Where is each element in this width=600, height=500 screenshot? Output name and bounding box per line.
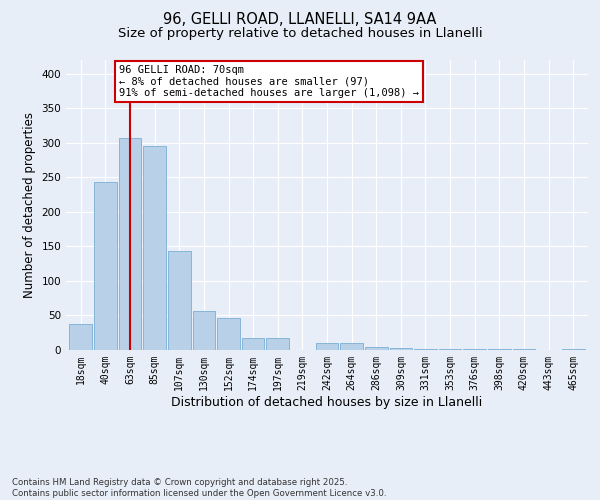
Bar — [242, 338, 265, 350]
Bar — [143, 146, 166, 350]
Bar — [562, 348, 584, 350]
Bar — [316, 343, 338, 350]
Y-axis label: Number of detached properties: Number of detached properties — [23, 112, 36, 298]
Bar — [266, 338, 289, 350]
Bar — [168, 252, 191, 350]
Bar — [439, 348, 461, 350]
Bar — [488, 348, 511, 350]
Text: Size of property relative to detached houses in Llanelli: Size of property relative to detached ho… — [118, 28, 482, 40]
Text: 96, GELLI ROAD, LLANELLI, SA14 9AA: 96, GELLI ROAD, LLANELLI, SA14 9AA — [163, 12, 437, 28]
Bar — [94, 182, 117, 350]
Bar — [217, 318, 240, 350]
Bar — [340, 343, 363, 350]
Text: 96 GELLI ROAD: 70sqm
← 8% of detached houses are smaller (97)
91% of semi-detach: 96 GELLI ROAD: 70sqm ← 8% of detached ho… — [119, 65, 419, 98]
Bar — [414, 348, 437, 350]
X-axis label: Distribution of detached houses by size in Llanelli: Distribution of detached houses by size … — [172, 396, 482, 408]
Text: Contains HM Land Registry data © Crown copyright and database right 2025.
Contai: Contains HM Land Registry data © Crown c… — [12, 478, 386, 498]
Bar — [193, 310, 215, 350]
Bar — [389, 348, 412, 350]
Bar — [463, 348, 486, 350]
Bar — [365, 346, 388, 350]
Bar — [512, 348, 535, 350]
Bar — [119, 138, 142, 350]
Bar — [70, 324, 92, 350]
